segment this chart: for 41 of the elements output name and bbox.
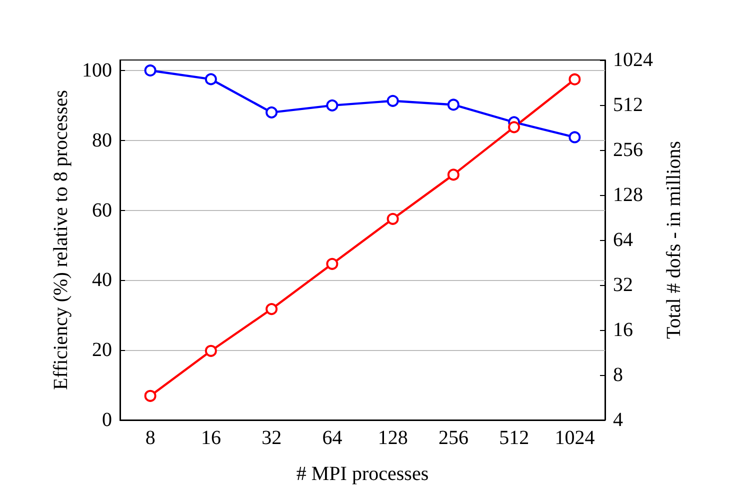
point <box>508 121 520 134</box>
x-tick-label: 128 <box>378 427 408 449</box>
y2-tick-label: 8 <box>613 364 623 386</box>
y-axis-title: Efficiency (%) relative to 8 processes <box>50 90 72 390</box>
y-tick-label: 20 <box>92 339 112 362</box>
point <box>144 64 156 76</box>
point <box>386 212 399 225</box>
point <box>447 168 460 181</box>
y2-tick-label: 4 <box>613 409 623 431</box>
point <box>144 390 156 402</box>
y2-tick-label: 64 <box>613 229 633 251</box>
x-tick-label: 1024 <box>554 427 595 449</box>
y-tick-label: 0 <box>102 409 112 431</box>
y2-tick-label: 512 <box>613 94 643 116</box>
y2-tick-label: 32 <box>613 274 633 296</box>
y2-tick-label: 1024 <box>613 49 653 71</box>
point <box>204 73 217 86</box>
y2-tick-label: 256 <box>613 139 643 161</box>
x-tick-label: 64 <box>322 427 342 449</box>
y-tick-label: 40 <box>92 269 112 292</box>
x-axis-title: # MPI processes <box>296 463 429 485</box>
point <box>568 131 581 144</box>
point <box>568 73 581 86</box>
x-tick-label: 8 <box>145 427 156 449</box>
x-tick-label: 512 <box>499 427 530 449</box>
y2-tick-label: 128 <box>613 184 643 206</box>
point <box>386 94 399 107</box>
y-tick-label: 100 <box>82 59 112 82</box>
y2-axis-title: Total # dofs - in millions <box>662 140 685 340</box>
point <box>266 106 278 118</box>
point <box>447 98 460 111</box>
x-tick-label: 16 <box>200 427 221 449</box>
x-tick-label: 32 <box>262 427 282 449</box>
point <box>326 258 338 270</box>
y-tick-label: 60 <box>92 199 112 222</box>
y-tick-label: 80 <box>92 129 112 152</box>
point <box>266 303 278 316</box>
x-tick-label: 256 <box>438 427 468 449</box>
y2-tick-label: 16 <box>613 319 633 341</box>
point <box>326 99 338 112</box>
point <box>204 344 217 357</box>
